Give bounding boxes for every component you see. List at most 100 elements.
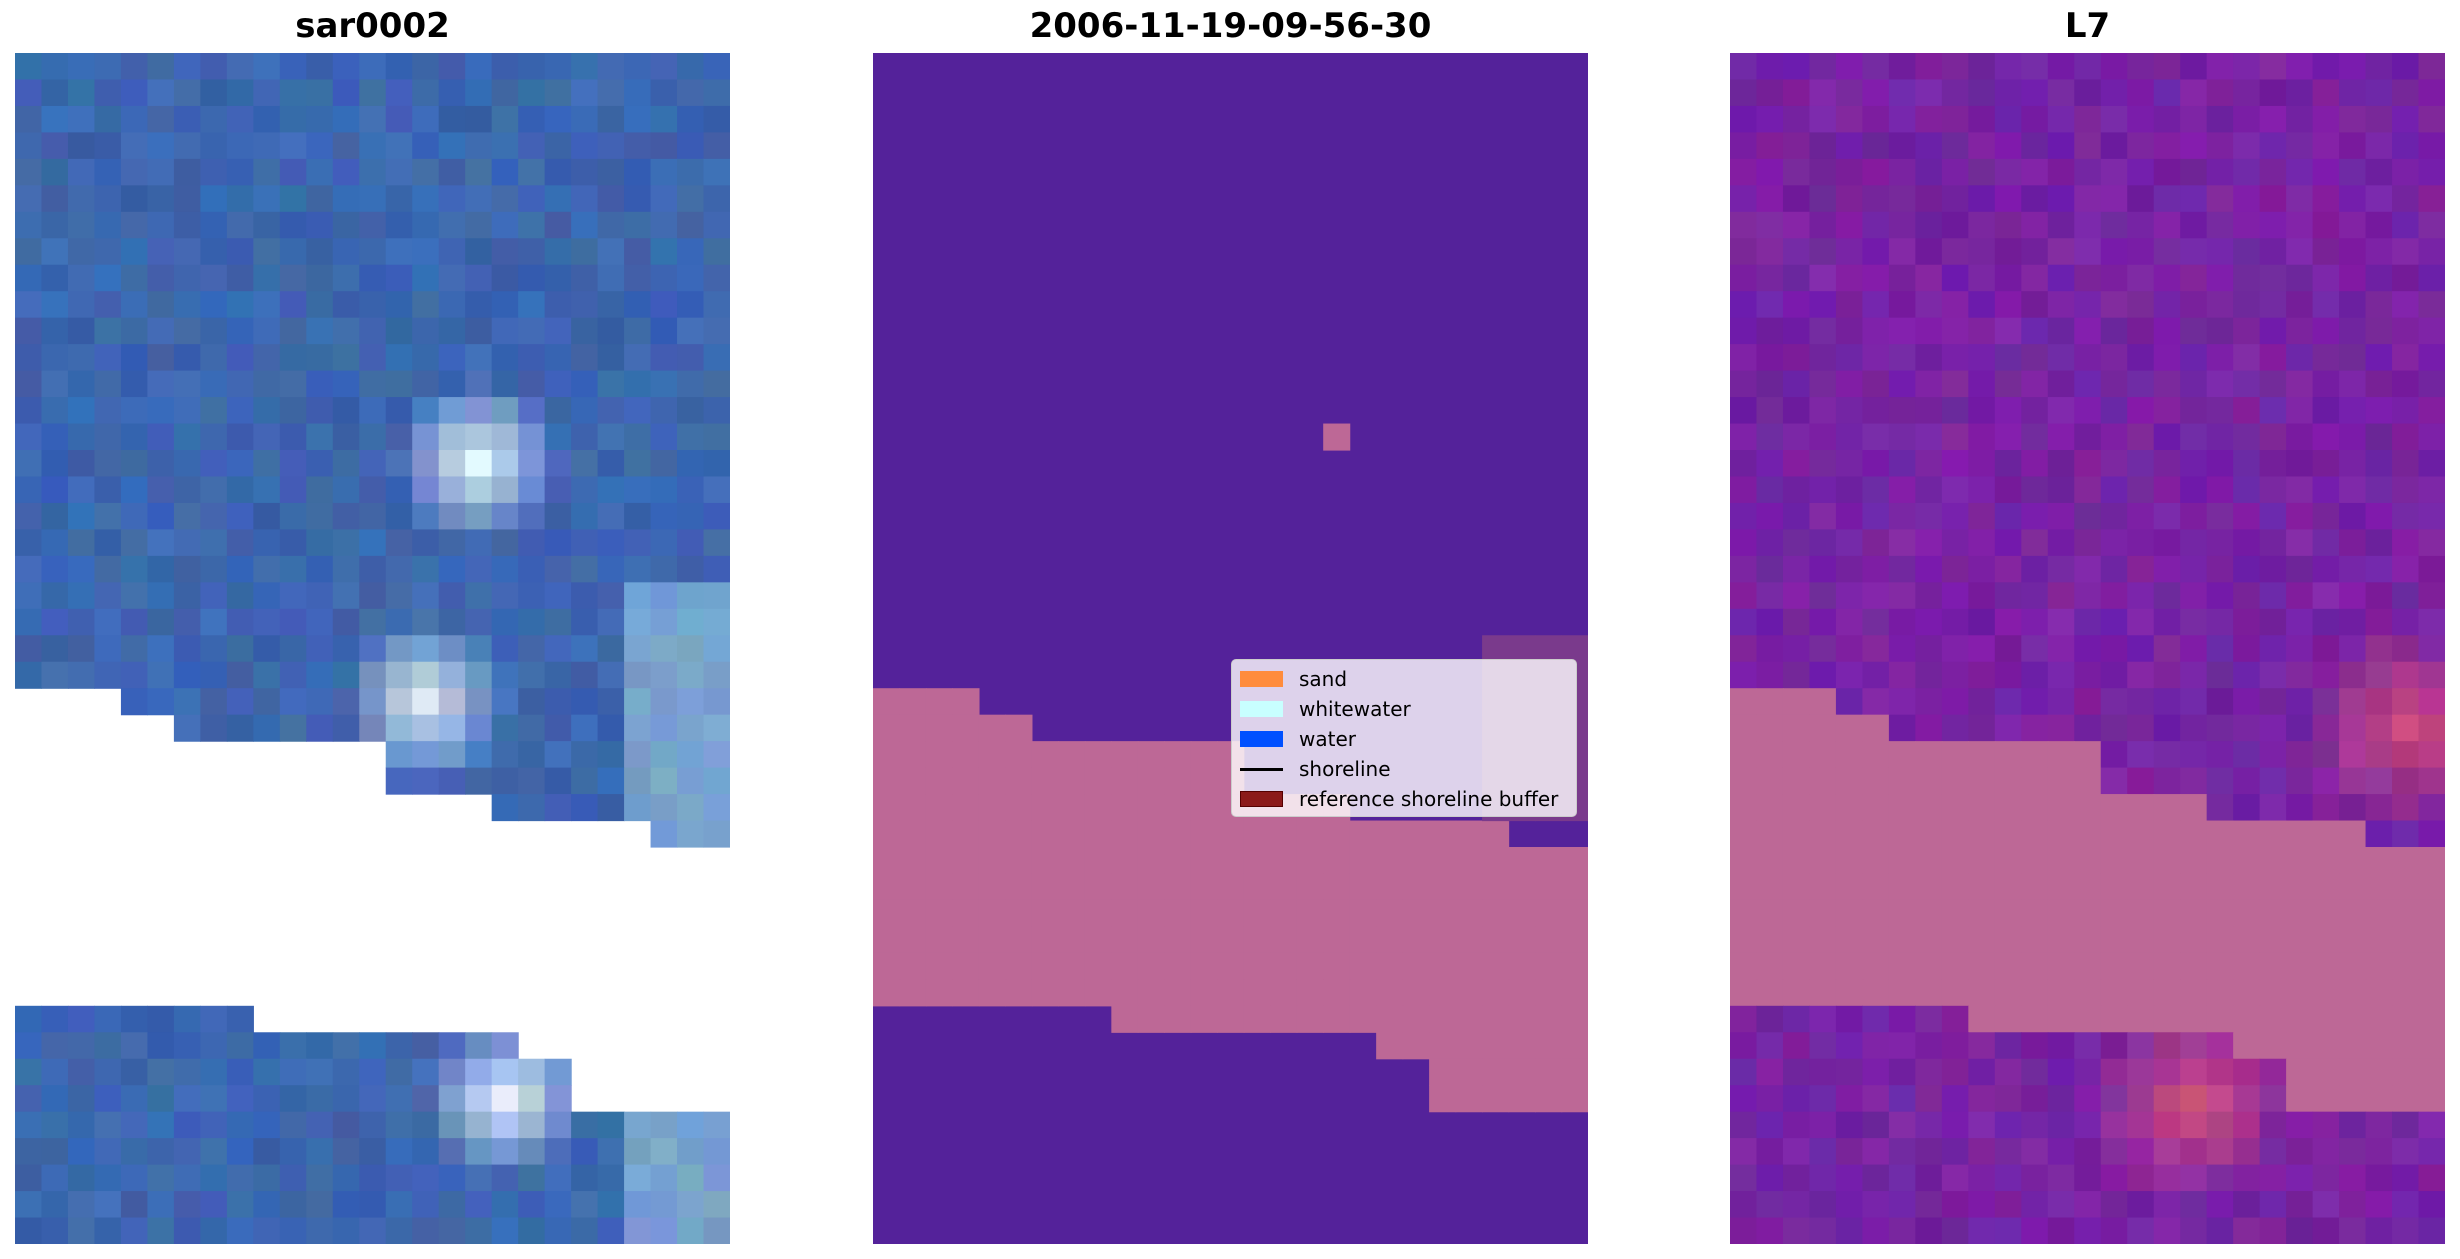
index-pixel [2127,714,2155,742]
sand-pixel [1058,767,1086,795]
rgb-pixel [465,291,493,319]
index-pixel [1968,105,1996,133]
rgb-pixel [173,423,201,451]
rgb-pixel [332,1138,360,1166]
rgb-pixel [571,1217,599,1244]
index-pixel [2312,211,2340,239]
index-pixel [1756,1085,1784,1113]
sand-pixel [2339,979,2367,1007]
rgb-pixel [491,344,519,372]
index-pixel [2286,1191,2314,1219]
index-pixel [2074,423,2102,451]
rgb-pixel [650,767,678,795]
index-pixel [2418,238,2445,266]
sand-pixel [1994,794,2022,822]
sand-pixel [1968,767,1996,795]
index-pixel [1994,1111,2022,1139]
rgb-pixel [465,1191,493,1219]
sand-pixel [899,979,927,1007]
index-pixel [1835,291,1864,319]
rgb-pixel [544,1217,572,1244]
index-pixel [1888,502,1916,530]
sand-pixel [2021,820,2049,848]
sand-pixel [2180,952,2208,980]
rgb-pixel [120,158,149,186]
rgb-pixel [544,661,572,689]
rgb-pixel [438,423,466,451]
index-pixel [2286,317,2314,345]
rgb-pixel [200,635,228,663]
rgb-pixel [15,370,43,398]
rgb-pixel [226,661,254,689]
rgb-pixel [677,794,705,822]
index-pixel [2392,158,2420,186]
rgb-pixel [571,132,599,160]
index-pixel [2180,344,2208,372]
sand-pixel [2339,899,2367,927]
index-pixel [2233,291,2261,319]
index-pixel [1915,344,1943,372]
sand-pixel [1217,979,1245,1007]
sand-pixel [1756,926,1784,954]
rgb-pixel [200,105,228,133]
sand-pixel [1323,847,1351,875]
sand-pixel [1535,979,1563,1007]
index-pixel [1994,185,2022,213]
sand-pixel [2233,979,2261,1007]
sand-pixel [1730,741,1758,769]
index-pixel [2127,344,2155,372]
rgb-pixel [412,53,440,81]
rgb-pixel [147,264,175,292]
rgb-pixel [67,582,96,610]
index-pixel [2206,767,2234,795]
index-pixel [2021,397,2049,425]
index-pixel [2259,132,2287,160]
rgb-pixel [359,582,387,610]
index-pixel [1756,79,1784,107]
index-pixel [2392,397,2420,425]
index-pixel [2418,211,2445,239]
rgb-pixel [518,53,546,81]
sand-pixel [2233,1032,2261,1060]
rgb-pixel [544,79,572,107]
index-pixel [2047,1138,2075,1166]
index-pixel [2153,714,2181,742]
sand-pixel [1137,899,1165,927]
index-pixel [1941,502,1969,530]
rgb-pixel [332,53,360,81]
index-pixel [2127,1085,2155,1113]
index-pixel [1862,450,1890,478]
sand-pixel [2206,952,2234,980]
index-pixel [2365,502,2393,530]
rgb-pixel [147,661,175,689]
index-pixel [1968,79,1996,107]
index-pixel [1730,317,1758,345]
rgb-pixel [491,317,519,345]
sand-pixel [1941,979,1969,1007]
index-pixel [1809,555,1837,583]
rgb-pixel [359,635,387,663]
rgb-pixel [226,53,254,81]
index-pixel [1756,1005,1784,1033]
index-pixel [2021,714,2049,742]
rgb-pixel [306,132,334,160]
index-pixel [2127,450,2155,478]
index-pixel [2392,502,2420,530]
index-pixel [1862,529,1890,557]
sand-pixel [1968,847,1996,875]
index-pixel [2074,555,2102,583]
rgb-pixel [200,1032,228,1060]
sand-pixel [2100,847,2128,875]
index-pixel [2259,1138,2287,1166]
sand-pixel [1915,741,1943,769]
sand-pixel [2074,873,2102,901]
sand-pixel [2259,952,2287,980]
rgb-pixel [226,105,254,133]
rgb-pixel [279,185,307,213]
rgb-pixel [624,661,652,689]
rgb-pixel [306,1032,334,1060]
rgb-pixel [200,1164,228,1192]
index-pixel [2259,211,2287,239]
rgb-pixel [173,105,201,133]
rgb-pixel [332,185,360,213]
